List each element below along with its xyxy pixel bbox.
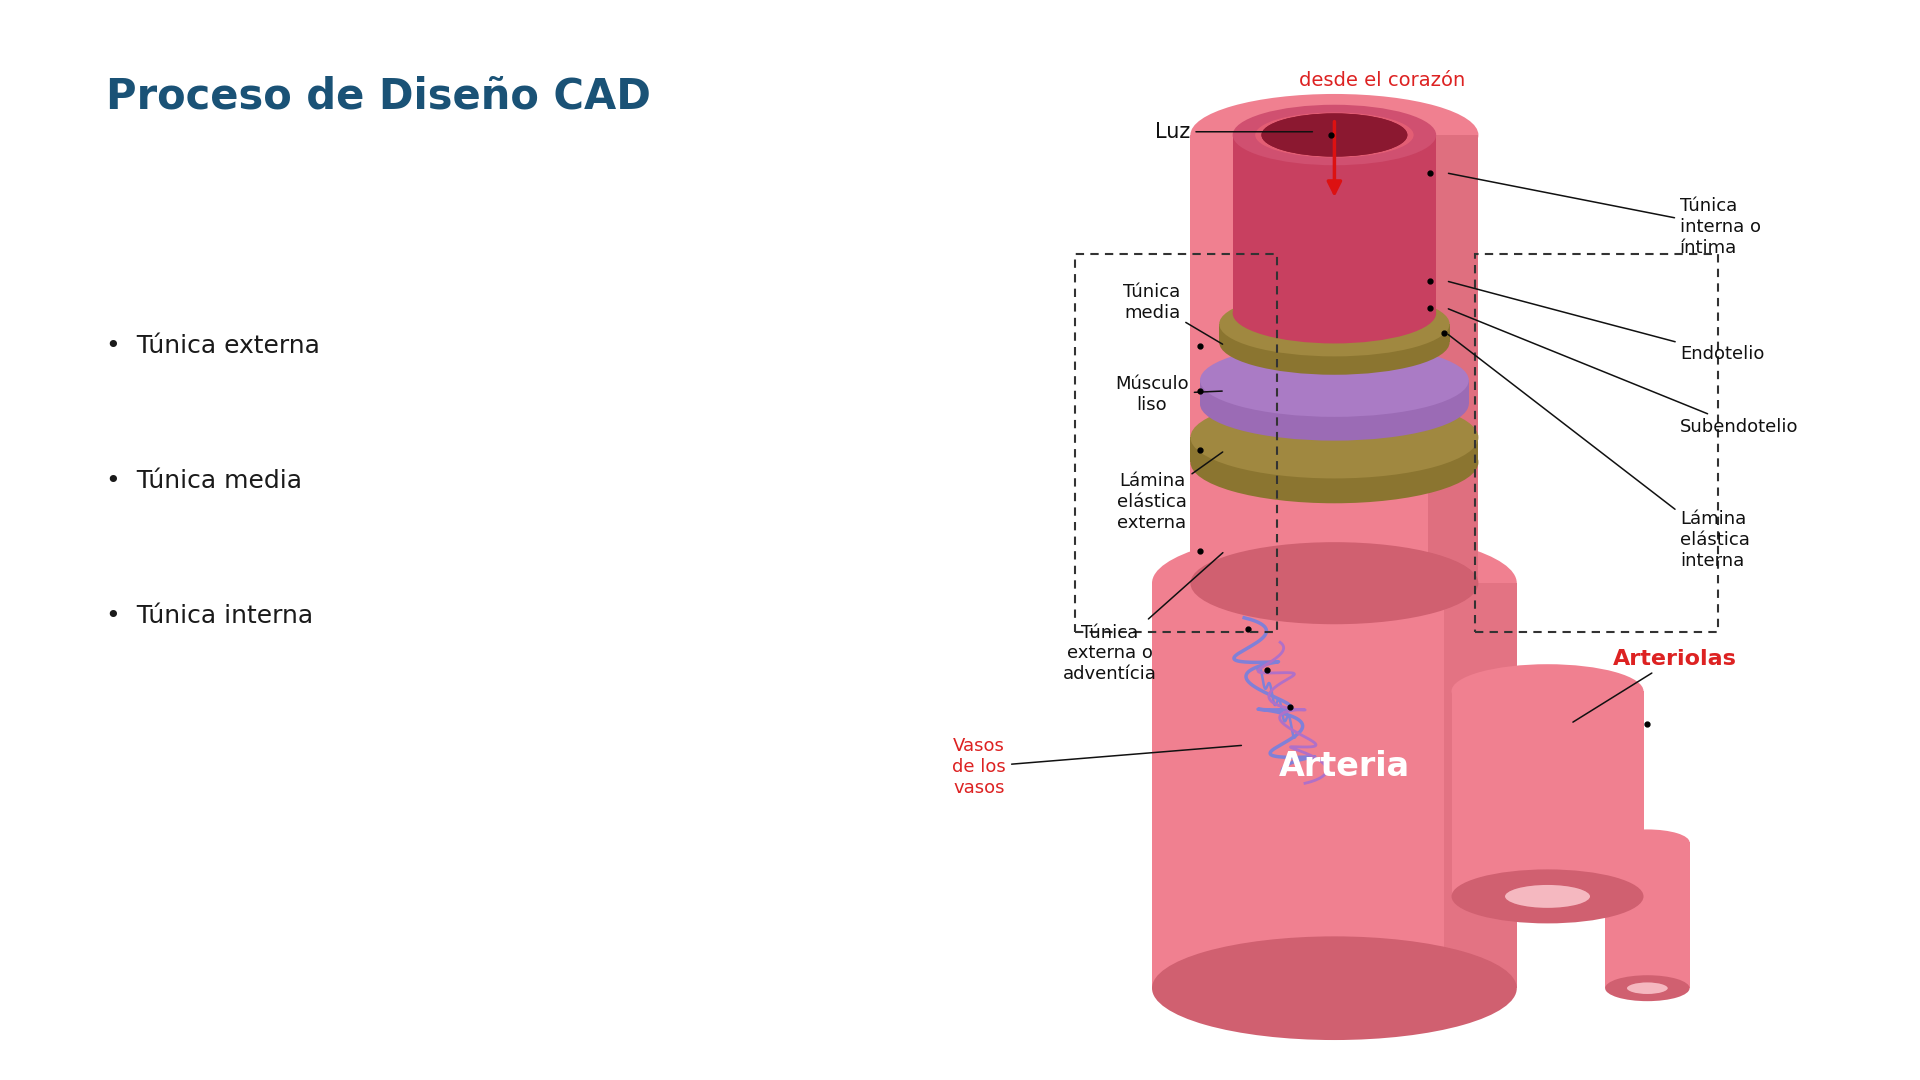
Bar: [1200, 380, 1469, 404]
Bar: [1219, 324, 1450, 342]
Ellipse shape: [1505, 885, 1590, 908]
Ellipse shape: [1190, 94, 1478, 176]
Bar: [1075, 254, 1277, 632]
Ellipse shape: [1233, 105, 1436, 165]
Bar: [1190, 437, 1478, 462]
Text: Arteria: Arteria: [1279, 751, 1409, 783]
Text: Vasos
de los
vasos: Vasos de los vasos: [952, 737, 1242, 797]
Text: Músculo
liso: Músculo liso: [1116, 375, 1223, 414]
Ellipse shape: [1256, 112, 1413, 158]
Text: Túnica
externa o
adventícia: Túnica externa o adventícia: [1064, 553, 1223, 684]
FancyArrow shape: [1626, 853, 1665, 896]
Ellipse shape: [1605, 975, 1690, 1001]
Ellipse shape: [1152, 531, 1517, 635]
Ellipse shape: [1200, 367, 1469, 441]
Text: Subendotelio: Subendotelio: [1448, 309, 1799, 435]
Ellipse shape: [1190, 396, 1478, 478]
Text: desde el corazón: desde el corazón: [1300, 71, 1465, 91]
Ellipse shape: [1452, 664, 1644, 718]
Ellipse shape: [1219, 292, 1450, 356]
Ellipse shape: [1219, 310, 1450, 375]
Text: Lámina
elástica
interna: Lámina elástica interna: [1448, 335, 1749, 570]
Text: Túnica
interna o
íntima: Túnica interna o íntima: [1448, 173, 1761, 257]
Text: •  Túnica externa: • Túnica externa: [106, 334, 319, 357]
Text: •  Túnica interna: • Túnica interna: [106, 604, 313, 627]
Text: Endotelio: Endotelio: [1448, 282, 1764, 363]
Bar: [1475, 254, 1718, 632]
Ellipse shape: [1452, 869, 1644, 923]
Ellipse shape: [1261, 113, 1407, 157]
Text: Luz: Luz: [1156, 122, 1313, 141]
Text: Lámina
elástica
externa: Lámina elástica externa: [1117, 451, 1223, 532]
Text: Arteriolas: Arteriolas: [1572, 649, 1738, 723]
Ellipse shape: [1190, 542, 1478, 624]
FancyArrow shape: [1452, 758, 1517, 808]
Ellipse shape: [1261, 113, 1407, 157]
Bar: [1428, 135, 1478, 583]
Bar: [1452, 691, 1644, 896]
Ellipse shape: [1233, 283, 1436, 343]
Bar: [1190, 135, 1478, 583]
Text: Proceso de Diseño CAD: Proceso de Diseño CAD: [106, 76, 651, 118]
Ellipse shape: [1605, 829, 1690, 855]
Ellipse shape: [1152, 936, 1517, 1040]
Bar: [1605, 842, 1690, 988]
Ellipse shape: [1626, 982, 1668, 995]
Ellipse shape: [1200, 343, 1469, 417]
Text: Túnica
media: Túnica media: [1123, 283, 1223, 345]
Bar: [1444, 583, 1517, 988]
Ellipse shape: [1190, 421, 1478, 503]
Bar: [1233, 135, 1436, 313]
Text: •  Túnica media: • Túnica media: [106, 469, 301, 492]
Bar: [1152, 583, 1517, 988]
